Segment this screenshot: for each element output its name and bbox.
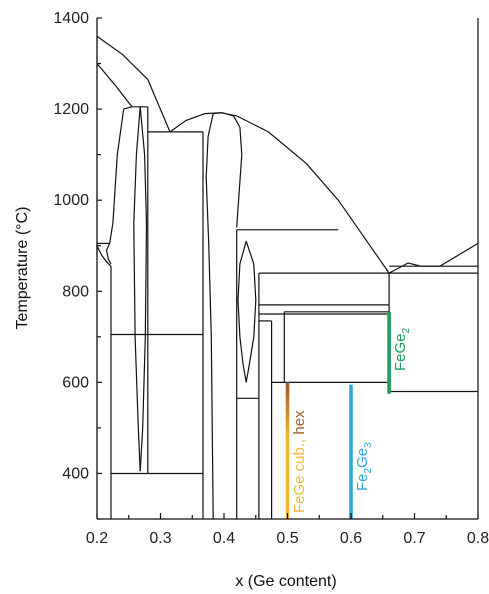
label-fege2-sub: 2 xyxy=(401,327,412,333)
phase-boundary-25 xyxy=(237,241,247,383)
axes: 400 600 800 1000 1200 1400 0.2 0.3 0.4 0.5 0.6 0.7… xyxy=(53,10,489,547)
label-fe2ge3-fe: Fe xyxy=(354,473,371,491)
y-tick-label-600: 600 xyxy=(62,374,89,391)
y-tick-label-1200: 1200 xyxy=(53,101,89,118)
label-fege2-base: FeGe xyxy=(392,333,409,371)
label-fege2: FeGe2 xyxy=(392,327,412,371)
label-fege-cub-hex-text: FeGe cub., hex xyxy=(291,410,308,513)
x-tick-label-0.5: 0.5 xyxy=(276,530,298,547)
phase-boundary-20 xyxy=(205,113,214,520)
phase-boundary-26 xyxy=(245,241,257,383)
label-fe2ge3-sub2: 3 xyxy=(363,442,374,448)
y-ticks: 400 600 800 1000 1200 1400 xyxy=(53,10,102,520)
y-tick-label-1000: 1000 xyxy=(53,192,89,209)
x-tick-label-0.2: 0.2 xyxy=(86,530,108,547)
phase-line-0 xyxy=(285,382,290,519)
phase-boundary-12 xyxy=(133,106,141,472)
phase-boundary-21 xyxy=(213,112,243,228)
phase-lines xyxy=(285,311,391,519)
y-tick-label-800: 800 xyxy=(62,283,89,300)
x-axis-label: x (Ge content) xyxy=(235,573,336,590)
phase-boundary-3 xyxy=(388,262,421,274)
y-tick-label-1400: 1400 xyxy=(53,10,89,27)
label-fe2ge3: Fe2Ge3 xyxy=(354,442,374,491)
x-tick-label-0.8: 0.8 xyxy=(467,530,489,547)
x-tick-label-0.6: 0.6 xyxy=(340,530,362,547)
label-fe2ge3-ge: Ge xyxy=(354,448,371,468)
phase-boundary-0 xyxy=(96,35,171,133)
phase-boundary-13 xyxy=(139,106,148,472)
x-ticks: 0.2 0.3 0.4 0.5 0.6 0.7 0.8 xyxy=(86,513,489,547)
label-fege-cub-hex: FeGe cub., hex xyxy=(291,410,308,513)
y-axis-label: Temperature (°C) xyxy=(14,207,31,330)
phase-boundary-2 xyxy=(169,112,390,274)
phase-boundary-4 xyxy=(420,242,479,267)
y-tick-label-400: 400 xyxy=(62,465,89,482)
phase-labels: FeGe cub., hex Fe2Ge3 FeGe2 xyxy=(291,327,412,513)
label-fe2ge3-sub1: 2 xyxy=(363,467,374,473)
x-tick-label-0.4: 0.4 xyxy=(213,530,235,547)
x-tick-label-0.7: 0.7 xyxy=(403,530,425,547)
phase-boundaries xyxy=(96,18,479,520)
phase-boundary-10 xyxy=(96,245,112,267)
x-tick-label-0.3: 0.3 xyxy=(149,530,171,547)
phase-boundary-9 xyxy=(105,243,112,265)
phase-boundary-1 xyxy=(96,63,133,108)
phase-boundary-7 xyxy=(109,106,133,244)
